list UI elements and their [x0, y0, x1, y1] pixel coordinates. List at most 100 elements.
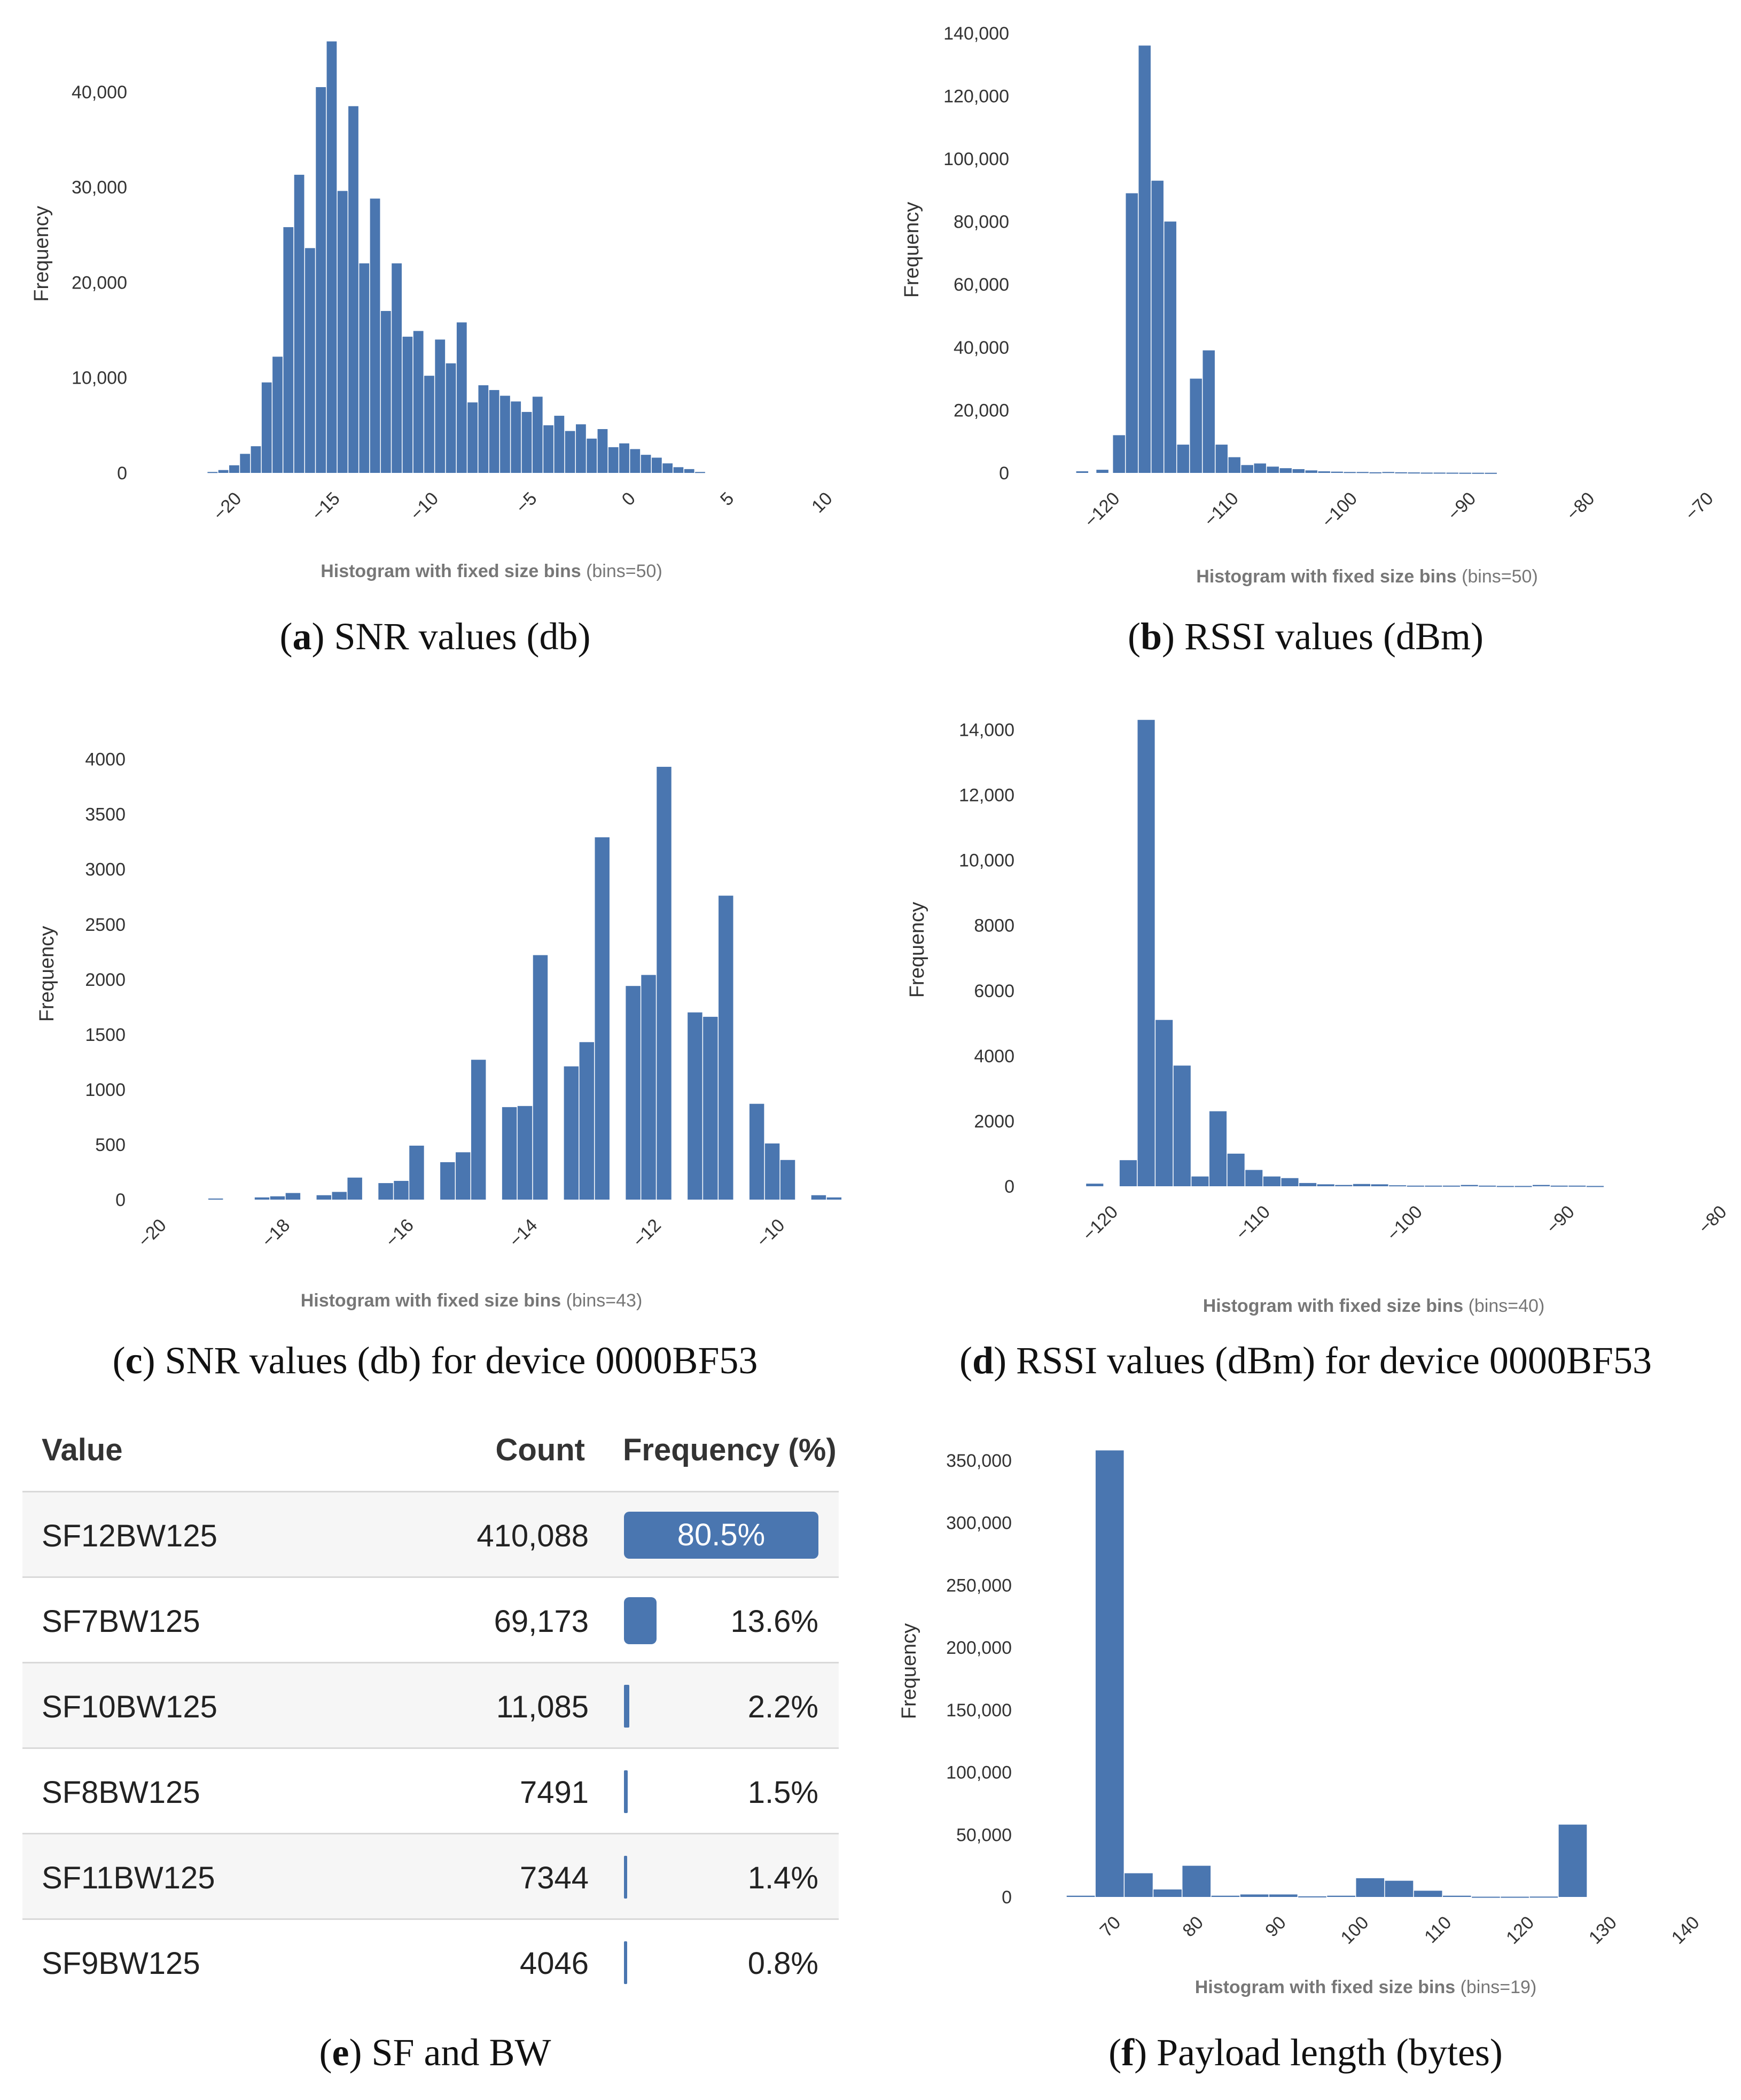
- bar-c-8: [285, 1193, 301, 1200]
- bar-a-40: [641, 455, 651, 473]
- bar-a-18: [402, 337, 413, 473]
- bar-a-17: [392, 263, 402, 473]
- bar-f-12: [1414, 1891, 1442, 1897]
- cell-frequency: 1.4%: [747, 1861, 818, 1895]
- bar-a-32: [554, 416, 565, 473]
- xtick-f-7: 140: [1668, 1912, 1704, 1948]
- bar-d-14: [1371, 1184, 1388, 1186]
- histogram-note-c: Histogram with fixed size bins (bins=43): [301, 1290, 643, 1311]
- bar-d-3: [1173, 1065, 1191, 1186]
- bar-b-29: [1485, 472, 1497, 474]
- bar-a-13: [348, 106, 358, 473]
- xtick-c-0: −20: [134, 1215, 170, 1251]
- bar-a-3: [240, 454, 251, 473]
- bar-d-16: [1407, 1185, 1424, 1187]
- ylabel-c: Frequency: [36, 926, 58, 1022]
- bar-b-4: [1164, 221, 1176, 473]
- cell-count: 410,088: [477, 1519, 589, 1553]
- cell-count: 69,173: [494, 1604, 589, 1639]
- bar-d-25: [1568, 1185, 1586, 1187]
- ylabel-a: Frequency: [30, 206, 53, 302]
- xtick-f-5: 120: [1502, 1912, 1538, 1948]
- frequency-bar: [624, 1597, 657, 1644]
- col-header-count: Count: [495, 1433, 585, 1467]
- bar-f-8: [1298, 1896, 1326, 1897]
- bar-b-17: [1331, 471, 1343, 473]
- chart-b-plot: 0 20,000 40,000 60,000 80,000 100,000 120,000 1…: [901, 24, 1717, 587]
- ytick-d-5: 10,000: [959, 851, 1014, 871]
- caption-d: (d) RSSI values (dBm) for device 0000BF5…: [959, 1339, 1652, 1382]
- table-row: SF9BW125 4046 0.8%: [22, 1918, 839, 2005]
- ytick-f-6: 300,000: [946, 1513, 1012, 1534]
- bar-b-5: [1177, 445, 1189, 473]
- col-header-value: Value: [42, 1433, 123, 1467]
- ytick-b-7: 140,000: [943, 24, 1009, 44]
- table-row: SF11BW125 7344 1.4%: [22, 1833, 839, 1920]
- bar-b-23: [1408, 472, 1420, 474]
- table-row: SF12BW125 410,088 80.5%: [22, 1491, 839, 1578]
- bar-a-9: [305, 248, 315, 473]
- bar-c-14: [378, 1183, 393, 1200]
- histogram-note-a: Histogram with fixed size bins (bins=50): [321, 561, 662, 581]
- bar-a-20: [424, 376, 434, 473]
- bar-a-2: [229, 465, 239, 473]
- bar-a-45: [695, 472, 705, 473]
- caption-e: (e) SF and BW: [319, 2031, 551, 2074]
- bar-c-35: [703, 1016, 718, 1200]
- bar-b-21: [1382, 472, 1394, 473]
- cell-value: SF10BW125: [42, 1690, 217, 1724]
- xtick-b-5: −70: [1681, 488, 1717, 525]
- bar-a-36: [597, 429, 608, 473]
- bar-b-16: [1318, 471, 1330, 473]
- xtick-a-3: −5: [512, 488, 541, 517]
- bar-a-37: [608, 447, 619, 473]
- bar-b-14: [1292, 469, 1305, 473]
- ytick-c-2: 1000: [85, 1080, 126, 1100]
- ytick-c-8: 4000: [85, 750, 126, 770]
- bar-b-18: [1344, 472, 1356, 473]
- bar-d-9: [1281, 1178, 1299, 1186]
- bar-a-8: [294, 175, 305, 473]
- bar-b-27: [1459, 472, 1471, 474]
- bar-c-20: [471, 1060, 486, 1200]
- bar-f-16: [1529, 1896, 1558, 1898]
- bar-b-extra-0: [1076, 471, 1089, 473]
- xtick-b-4: −80: [1563, 488, 1599, 525]
- ytick-d-4: 8000: [974, 916, 1014, 936]
- bar-d-24: [1550, 1185, 1568, 1187]
- bar-f-1: [1095, 1450, 1124, 1897]
- bar-f-3: [1153, 1889, 1182, 1897]
- bar-d-26: [1586, 1186, 1604, 1187]
- bar-f-5: [1211, 1895, 1240, 1897]
- bar-b-11: [1254, 463, 1266, 473]
- bar-c-28: [595, 837, 610, 1200]
- bar-b-extra-1: [1096, 470, 1108, 473]
- bar-a-33: [565, 431, 575, 473]
- bar-c-36: [719, 896, 733, 1200]
- bar-d-22: [1514, 1186, 1532, 1187]
- bar-a-15: [370, 198, 380, 473]
- bar-f-17: [1558, 1824, 1587, 1897]
- bar-b-15: [1305, 470, 1317, 473]
- bar-d-21: [1496, 1186, 1514, 1187]
- bar-b-8: [1215, 445, 1228, 473]
- ytick-c-0: 0: [115, 1190, 126, 1210]
- ytick-c-6: 3000: [85, 860, 126, 880]
- chart-a-plot: 0 10,000 20,000 30,000 40,000 −20 −15 −10 −5 0 5 10…: [30, 41, 837, 581]
- table-row: SF10BW125 11,085 2.2%: [22, 1662, 839, 1749]
- bar-a-11: [326, 41, 337, 473]
- cell-frequency: 13.6%: [730, 1604, 818, 1639]
- ytick-c-1: 500: [95, 1135, 126, 1155]
- bar-c-27: [579, 1042, 595, 1200]
- bar-f-15: [1501, 1896, 1529, 1898]
- cell-count: 7491: [519, 1775, 589, 1810]
- bar-c-12: [347, 1177, 362, 1200]
- ytick-f-2: 100,000: [946, 1763, 1012, 1783]
- bar-d-23: [1533, 1185, 1550, 1186]
- bar-c-10: [316, 1195, 332, 1200]
- bar-b-2: [1138, 45, 1151, 473]
- bar-c-23: [517, 1106, 533, 1200]
- bar-a-25: [478, 385, 489, 473]
- ytick-a-4: 40,000: [72, 82, 127, 103]
- bar-a-41: [651, 457, 662, 473]
